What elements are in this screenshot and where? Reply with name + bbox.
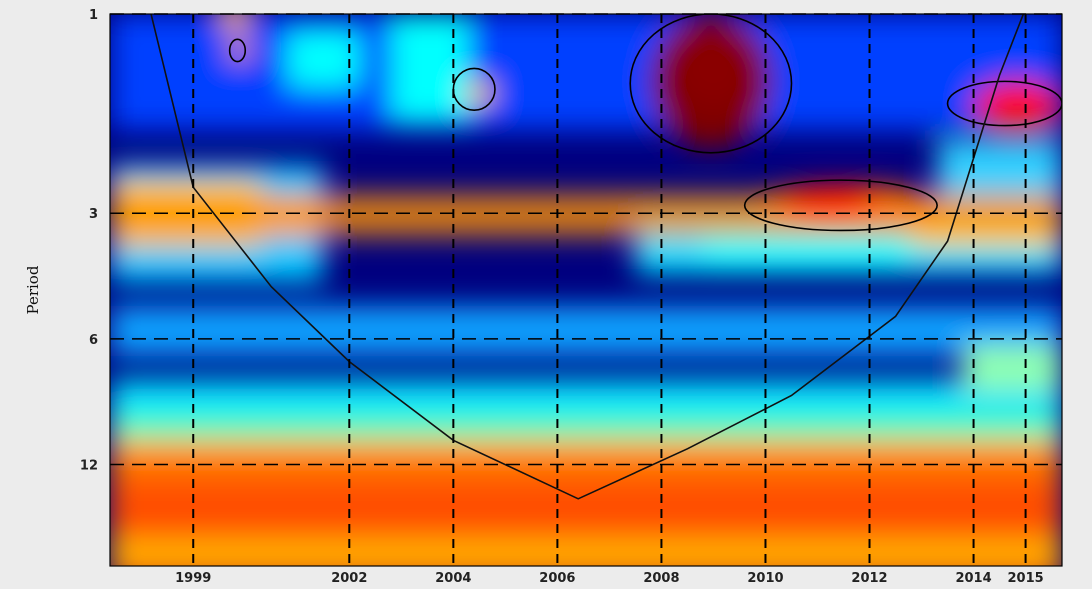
axes: 1999 2002 2004 2006 2008 2010 2012 2014 2015 1 3 6 1… <box>80 8 1063 586</box>
y-tick-label: 12 <box>80 459 98 474</box>
y-tick-label: 6 <box>89 333 98 348</box>
x-tick-label: 2015 <box>1007 571 1043 586</box>
power-band <box>390 14 469 121</box>
high-power-region <box>110 438 1062 566</box>
power-core <box>675 28 752 109</box>
significance-contour <box>629 14 793 154</box>
x-tick-label: 2006 <box>539 571 575 586</box>
x-tick-label: 2012 <box>851 571 887 586</box>
power-band <box>286 31 360 88</box>
high-power-region <box>110 194 1062 236</box>
y-tick-label: 3 <box>89 207 98 222</box>
plot-area <box>110 14 1062 566</box>
power-core <box>465 81 494 106</box>
power-core <box>220 14 249 30</box>
x-tick-label: 2002 <box>331 571 367 586</box>
x-tick-label: 2010 <box>747 571 783 586</box>
power-band <box>963 344 1062 392</box>
x-tick-label: 1999 <box>175 571 211 586</box>
y-axis-label: Period <box>24 265 42 314</box>
significance-contours <box>228 14 1062 232</box>
power-field <box>110 14 1062 566</box>
x-tick-label: 2014 <box>955 571 991 586</box>
power-core <box>230 40 251 61</box>
significance-contour <box>743 179 938 232</box>
x-tick-label: 2004 <box>435 571 471 586</box>
x-tick-label: 2008 <box>643 571 679 586</box>
plot-frame <box>109 13 1063 567</box>
significance-contour <box>228 38 247 63</box>
power-core <box>782 189 873 218</box>
y-tick-label: 1 <box>89 8 98 23</box>
power-band <box>110 14 1062 131</box>
power-band <box>110 305 1062 357</box>
